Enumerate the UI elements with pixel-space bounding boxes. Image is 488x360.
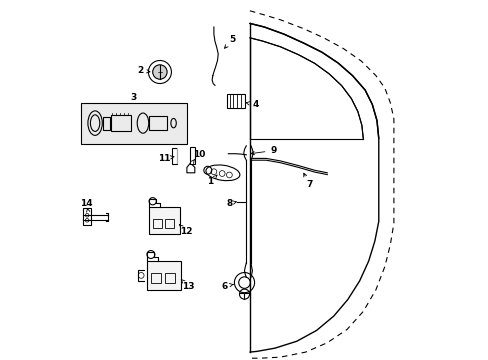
Bar [149,207,179,234]
Text: 4: 4 [252,100,258,109]
Bar [81,103,186,144]
Bar [172,148,177,164]
Bar [103,117,110,130]
Bar [165,219,174,228]
Bar [152,219,162,228]
Text: 7: 7 [305,180,312,189]
Bar [147,261,181,290]
Text: 3: 3 [131,93,137,102]
Bar [189,147,194,164]
Text: 9: 9 [270,146,277,155]
Bar [177,148,178,164]
Bar [227,94,244,108]
Bar [151,273,161,283]
Text: 14: 14 [80,199,92,208]
Bar [164,273,174,283]
Text: 13: 13 [182,282,194,291]
Text: 10: 10 [192,150,204,158]
Bar [149,116,166,130]
Text: 5: 5 [228,35,235,44]
Circle shape [152,65,167,79]
Text: 11: 11 [158,154,170,163]
Text: 12: 12 [180,227,192,236]
Bar [111,115,131,131]
Ellipse shape [205,165,240,181]
Text: 2: 2 [137,66,143,75]
Bar [83,208,91,225]
Text: 6: 6 [221,282,227,291]
Text: 1: 1 [207,177,213,186]
Text: 8: 8 [226,199,232,208]
